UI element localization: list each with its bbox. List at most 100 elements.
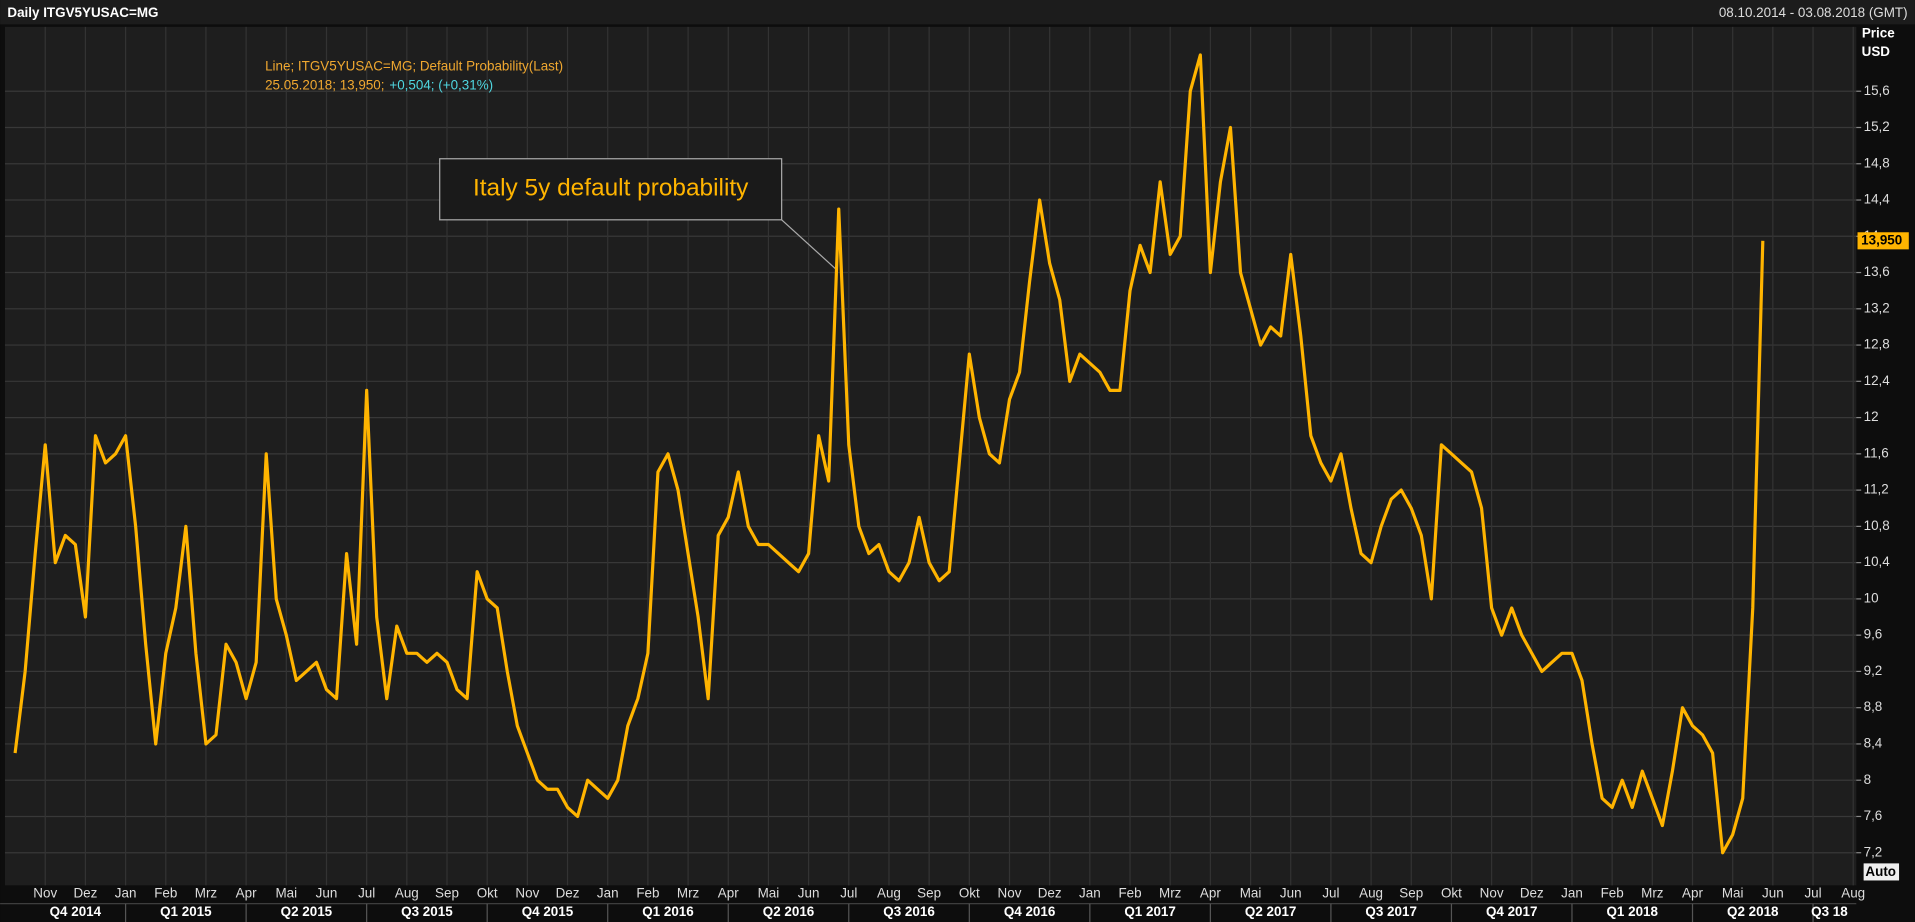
x-tick-label: Mrz	[195, 885, 218, 900]
x-tick-label: Dez	[1038, 885, 1062, 900]
quarter-label: Q2 2018	[1727, 904, 1779, 919]
x-tick-label: Sep	[435, 885, 459, 900]
last-value-badge	[1857, 232, 1909, 250]
x-tick-label: Mai	[758, 885, 780, 900]
x-tick-label: Jul	[358, 885, 375, 900]
info-line: 25.05.2018; 13,950; +0,504; (+0,31%)	[265, 77, 493, 92]
x-tick-label: Jul	[1804, 885, 1821, 900]
x-tick-label: Aug	[395, 885, 419, 900]
x-tick-label: Nov	[33, 885, 57, 900]
x-tick-label: Jun	[1762, 885, 1784, 900]
x-tick-label: Feb	[1118, 885, 1141, 900]
x-tick-label: Mai	[1240, 885, 1262, 900]
x-tick-label: Mrz	[677, 885, 700, 900]
x-tick-label: Mrz	[1641, 885, 1664, 900]
y-tick-label: 12,4	[1864, 373, 1891, 388]
quarter-label: Q1 2018	[1606, 904, 1658, 919]
x-tick-label: Apr	[236, 885, 257, 900]
quarter-label: Q3 18	[1811, 904, 1848, 919]
y-tick-label: 10,4	[1864, 554, 1891, 569]
grid	[4, 26, 1857, 886]
y-tick-label: 12,8	[1864, 337, 1890, 352]
x-tick-label: Jan	[1079, 885, 1101, 900]
x-tick-label: Nov	[515, 885, 539, 900]
x-tick-label: Mai	[1722, 885, 1744, 900]
y-tick-label: 8	[1864, 772, 1871, 787]
x-tick-label: Jan	[597, 885, 619, 900]
auto-button[interactable]	[1863, 863, 1900, 881]
y-tick-label: 10	[1864, 590, 1879, 605]
quarter-label: Q3 2017	[1365, 904, 1416, 919]
quarter-label: Q4 2014	[50, 904, 102, 919]
y-tick-label: 8,4	[1864, 735, 1883, 750]
quarter-label: Q3 2015	[401, 904, 453, 919]
quarter-label: Q2 2017	[1245, 904, 1297, 919]
quarter-label: Q1 2016	[642, 904, 694, 919]
x-tick-label: Okt	[1441, 885, 1462, 900]
y-tick-label: 11,6	[1864, 445, 1889, 460]
quarter-label: Q3 2016	[883, 904, 935, 919]
info-values: 25.05.2018; 13,950;	[265, 77, 384, 92]
y-tick-label: 14,4	[1864, 192, 1891, 207]
date-range: 08.10.2014 - 03.08.2018 (GMT)	[1719, 5, 1908, 20]
y-tick-label: 13,6	[1864, 264, 1890, 279]
chart-title: Daily ITGV5YUSAC=MG	[7, 5, 158, 20]
x-tick-label: Jun	[316, 885, 338, 900]
x-tick-label: Feb	[636, 885, 659, 900]
auto-button-label[interactable]: Auto	[1865, 864, 1896, 879]
quarter-label: Q2 2016	[763, 904, 815, 919]
quarter-label: Q4 2015	[522, 904, 574, 919]
x-tick-label: Dez	[1520, 885, 1544, 900]
annotation: Italy 5y default probability	[473, 175, 749, 202]
y-tick-label: 13,2	[1864, 300, 1890, 315]
x-tick-label: Jun	[798, 885, 820, 900]
x-tick-label: Feb	[154, 885, 177, 900]
x-tick-label: Jul	[1322, 885, 1339, 900]
y-tick-label: 14,8	[1864, 155, 1890, 170]
x-tick-label: Mrz	[1159, 885, 1182, 900]
y-axis-label: Price	[1862, 26, 1895, 41]
x-tick-label: Okt	[959, 885, 980, 900]
x-tick-label: Apr	[718, 885, 739, 900]
x-tick-label: Apr	[1200, 885, 1221, 900]
last-value-label: 13,950	[1861, 232, 1902, 247]
y-tick-label: 11,2	[1864, 482, 1889, 497]
x-tick-label: Nov	[998, 885, 1022, 900]
x-tick-label: Feb	[1601, 885, 1624, 900]
quarter-label: Q1 2015	[160, 904, 212, 919]
annotation-box	[439, 158, 783, 221]
plot-area	[4, 26, 1857, 886]
y-tick-label: 7,2	[1864, 844, 1883, 859]
quarter-label: Q1 2017	[1124, 904, 1176, 919]
x-tick-label: Jan	[115, 885, 137, 900]
annotation-pointer	[781, 219, 836, 270]
y-axis-unit: USD	[1862, 44, 1891, 59]
y-tick-label: 10,8	[1864, 518, 1890, 533]
y-tick-label: 15,2	[1864, 119, 1890, 134]
y-tick-label: 8,8	[1864, 699, 1883, 714]
y-tick-label: 9,2	[1864, 663, 1883, 678]
x-tick-label: Jun	[1280, 885, 1302, 900]
x-tick-label: Jul	[840, 885, 857, 900]
y-tick-label: 15,6	[1864, 83, 1890, 98]
info-change: +0,504; (+0,31%)	[389, 77, 493, 92]
legend-entry: Line; ITGV5YUSAC=MG; Default Probability…	[265, 59, 563, 74]
x-tick-label: Dez	[556, 885, 580, 900]
x-tick-label: Sep	[917, 885, 941, 900]
y-tick-label: 7,6	[1864, 808, 1883, 823]
x-tick-label: Sep	[1399, 885, 1423, 900]
x-tick-label: Aug	[1841, 885, 1865, 900]
header-bar	[0, 0, 1915, 25]
quarter-label: Q2 2015	[281, 904, 333, 919]
y-tick-label: 9,6	[1864, 627, 1883, 642]
x-tick-label: Nov	[1480, 885, 1504, 900]
x-tick-label: Dez	[73, 885, 97, 900]
x-tick-label: Jan	[1561, 885, 1583, 900]
y-tick-label: 12	[1864, 409, 1879, 424]
x-tick-label: Okt	[477, 885, 498, 900]
x-tick-label: Aug	[1359, 885, 1383, 900]
quarter-label: Q4 2017	[1486, 904, 1538, 919]
x-tick-label: Mai	[275, 885, 297, 900]
data-line	[13, 53, 1765, 855]
